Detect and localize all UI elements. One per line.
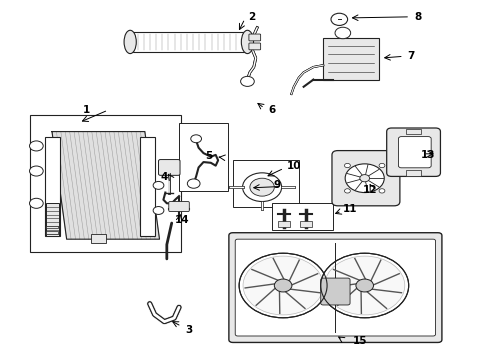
- Text: 2: 2: [248, 12, 255, 22]
- Polygon shape: [52, 132, 159, 239]
- FancyBboxPatch shape: [321, 278, 350, 305]
- Circle shape: [29, 166, 43, 176]
- Circle shape: [153, 207, 164, 215]
- Ellipse shape: [124, 30, 136, 54]
- Bar: [133, 32, 245, 52]
- Text: 6: 6: [268, 105, 275, 115]
- Text: 4: 4: [161, 172, 168, 182]
- Circle shape: [274, 279, 292, 292]
- Circle shape: [360, 175, 369, 182]
- Ellipse shape: [242, 30, 253, 54]
- Circle shape: [250, 178, 274, 196]
- Text: 7: 7: [408, 51, 415, 61]
- Circle shape: [331, 13, 347, 26]
- Bar: [179, 123, 228, 191]
- Circle shape: [243, 256, 323, 315]
- Circle shape: [29, 198, 43, 208]
- Text: 10: 10: [287, 161, 301, 171]
- Circle shape: [321, 253, 409, 318]
- Text: 12: 12: [362, 185, 377, 195]
- Bar: [46, 226, 58, 228]
- Circle shape: [325, 256, 405, 315]
- FancyBboxPatch shape: [169, 202, 189, 212]
- FancyBboxPatch shape: [387, 128, 441, 176]
- Text: 11: 11: [343, 204, 357, 215]
- Bar: [45, 137, 60, 235]
- Text: 9: 9: [273, 180, 280, 190]
- Text: 15: 15: [353, 336, 367, 346]
- Circle shape: [187, 179, 200, 188]
- Text: 14: 14: [175, 215, 190, 225]
- Text: 5: 5: [205, 150, 212, 161]
- FancyBboxPatch shape: [235, 239, 436, 336]
- Bar: [300, 221, 312, 227]
- Text: 1: 1: [83, 105, 90, 115]
- Circle shape: [344, 189, 350, 193]
- FancyBboxPatch shape: [249, 34, 261, 41]
- FancyBboxPatch shape: [249, 43, 261, 50]
- Bar: [406, 129, 421, 134]
- FancyBboxPatch shape: [159, 159, 180, 175]
- Bar: [406, 170, 421, 176]
- Bar: [272, 203, 333, 230]
- Circle shape: [239, 253, 327, 318]
- FancyBboxPatch shape: [229, 233, 442, 342]
- Text: 8: 8: [415, 12, 422, 22]
- FancyBboxPatch shape: [398, 136, 431, 168]
- Circle shape: [356, 279, 373, 292]
- Bar: [140, 137, 155, 235]
- Circle shape: [379, 163, 385, 168]
- Circle shape: [243, 173, 282, 202]
- Bar: [278, 221, 290, 227]
- Circle shape: [379, 189, 385, 193]
- Bar: [46, 203, 59, 235]
- Circle shape: [335, 27, 351, 39]
- Bar: [46, 231, 58, 234]
- Circle shape: [345, 164, 384, 193]
- Circle shape: [344, 163, 350, 168]
- FancyBboxPatch shape: [323, 39, 379, 80]
- Circle shape: [153, 181, 164, 189]
- Bar: [233, 160, 299, 207]
- Bar: [91, 234, 106, 243]
- FancyBboxPatch shape: [332, 150, 400, 206]
- Text: 13: 13: [421, 150, 436, 160]
- Circle shape: [191, 135, 201, 143]
- Circle shape: [29, 141, 43, 151]
- Bar: [30, 116, 181, 252]
- Circle shape: [241, 76, 254, 86]
- Text: 3: 3: [185, 325, 193, 335]
